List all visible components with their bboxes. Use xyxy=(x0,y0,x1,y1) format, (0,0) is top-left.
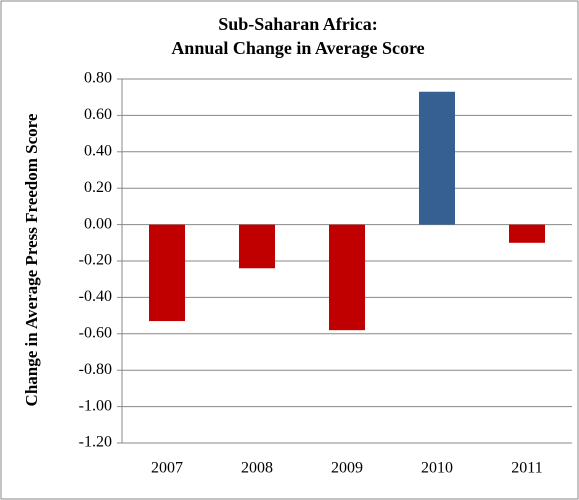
bar xyxy=(239,224,275,269)
y-tick-label: 0.20 xyxy=(84,179,112,196)
bar xyxy=(509,224,545,243)
y-tick-label: 0.60 xyxy=(84,106,112,123)
y-tick-label: 0.80 xyxy=(84,70,112,87)
bar xyxy=(329,224,365,331)
y-tick-label: 0.00 xyxy=(84,215,112,232)
y-tick-label: -0.40 xyxy=(79,288,112,305)
x-tick-label: 2010 xyxy=(421,460,453,477)
y-tick-label: -1.00 xyxy=(79,397,112,414)
x-tick-label: 2009 xyxy=(331,460,363,477)
y-tick-label: 0.40 xyxy=(84,142,112,159)
chart-title: Sub-Saharan Africa: xyxy=(218,14,378,34)
y-axis-label: Change in Average Press Freedom Score xyxy=(22,113,41,406)
y-tick-label: -1.20 xyxy=(79,434,112,451)
x-tick-label: 2008 xyxy=(241,460,273,477)
chart-title: Annual Change in Average Score xyxy=(171,38,424,58)
bar xyxy=(149,224,185,322)
y-tick-label: -0.80 xyxy=(79,361,112,378)
x-tick-label: 2011 xyxy=(511,460,542,477)
y-tick-label: -0.20 xyxy=(79,252,112,269)
bar xyxy=(419,91,455,225)
x-tick-label: 2007 xyxy=(151,460,183,477)
y-tick-label: -0.60 xyxy=(79,324,112,341)
